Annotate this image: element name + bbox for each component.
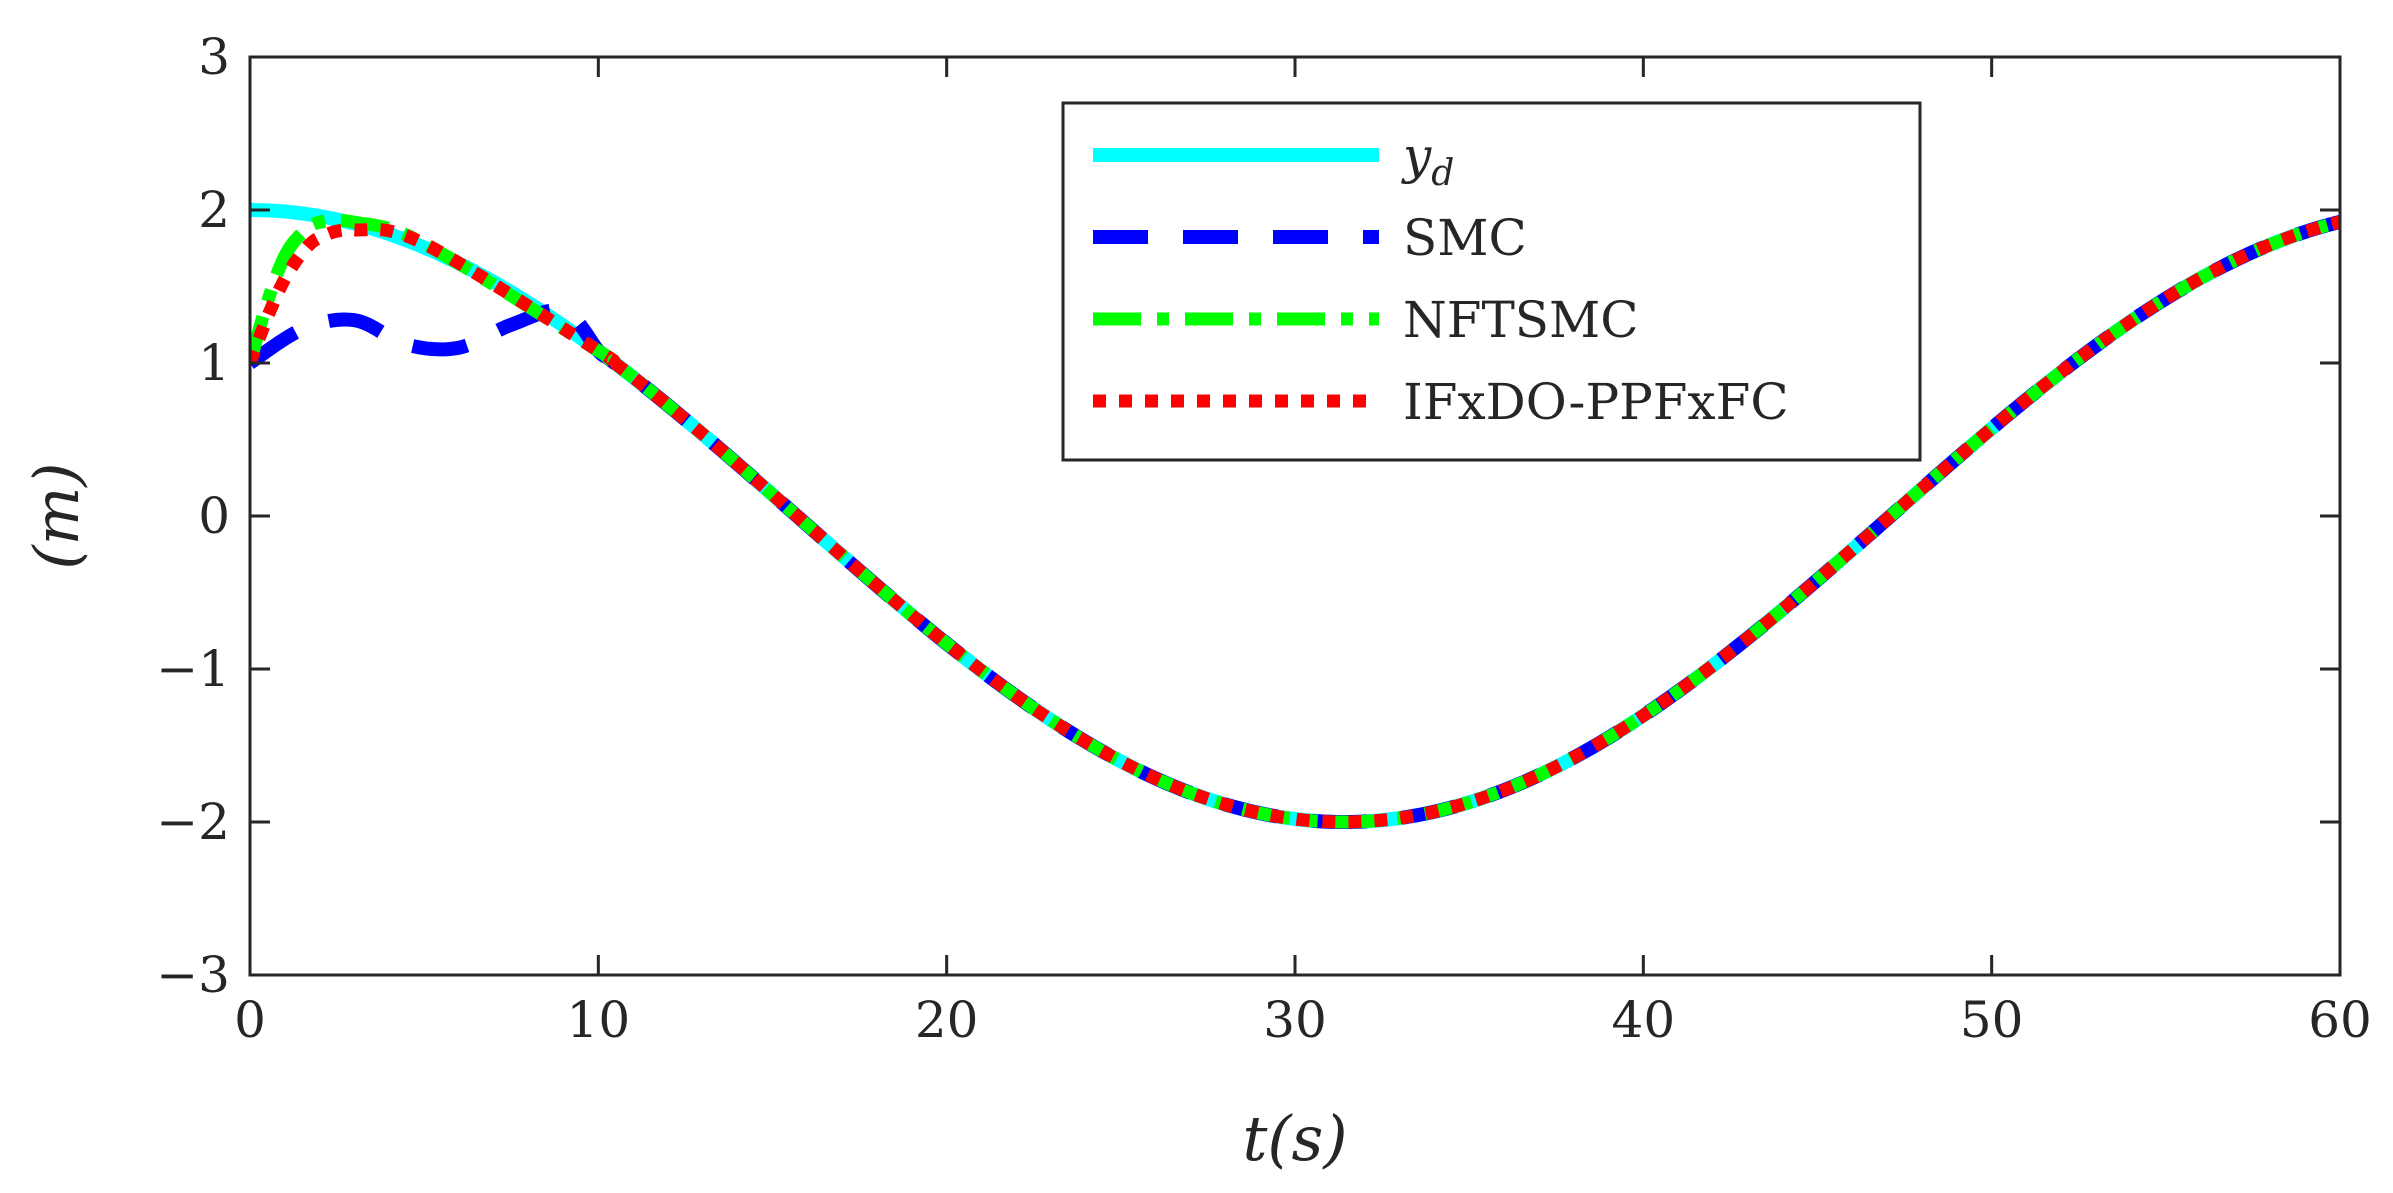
series-layer bbox=[250, 203, 2340, 829]
legend: yd SMC NFTSMC IFxDO-PPFxFC bbox=[1061, 101, 1922, 462]
x-tick-label: 60 bbox=[2308, 991, 2372, 1049]
legend-label: SMC bbox=[1403, 209, 1527, 267]
y-tick-label: −2 bbox=[156, 793, 230, 851]
y-tick-label: −3 bbox=[156, 946, 230, 1004]
x-tick-label: 50 bbox=[1960, 991, 2024, 1049]
x-axis-label: t(s) bbox=[1242, 1102, 1347, 1175]
legend-label: yd bbox=[1401, 127, 1454, 194]
y-tick-label: 2 bbox=[198, 181, 230, 239]
y-tick-label: 0 bbox=[198, 487, 230, 545]
y-tick-label: 3 bbox=[198, 28, 230, 86]
legend-label: IFxDO-PPFxFC bbox=[1403, 373, 1789, 431]
y-tick-label: −1 bbox=[156, 640, 230, 698]
y-axis-label: (m) bbox=[20, 462, 93, 569]
x-tick-label: 20 bbox=[915, 991, 979, 1049]
y-tick-label: 1 bbox=[198, 334, 230, 392]
legend-label: NFTSMC bbox=[1403, 291, 1639, 349]
x-tick-label: 40 bbox=[1612, 991, 1676, 1049]
x-tick-label: 0 bbox=[234, 991, 266, 1049]
series-line-ifxdo-ppfxfc bbox=[250, 215, 2340, 829]
x-tick-label: 30 bbox=[1263, 991, 1327, 1049]
x-tick-label: 10 bbox=[567, 991, 631, 1049]
